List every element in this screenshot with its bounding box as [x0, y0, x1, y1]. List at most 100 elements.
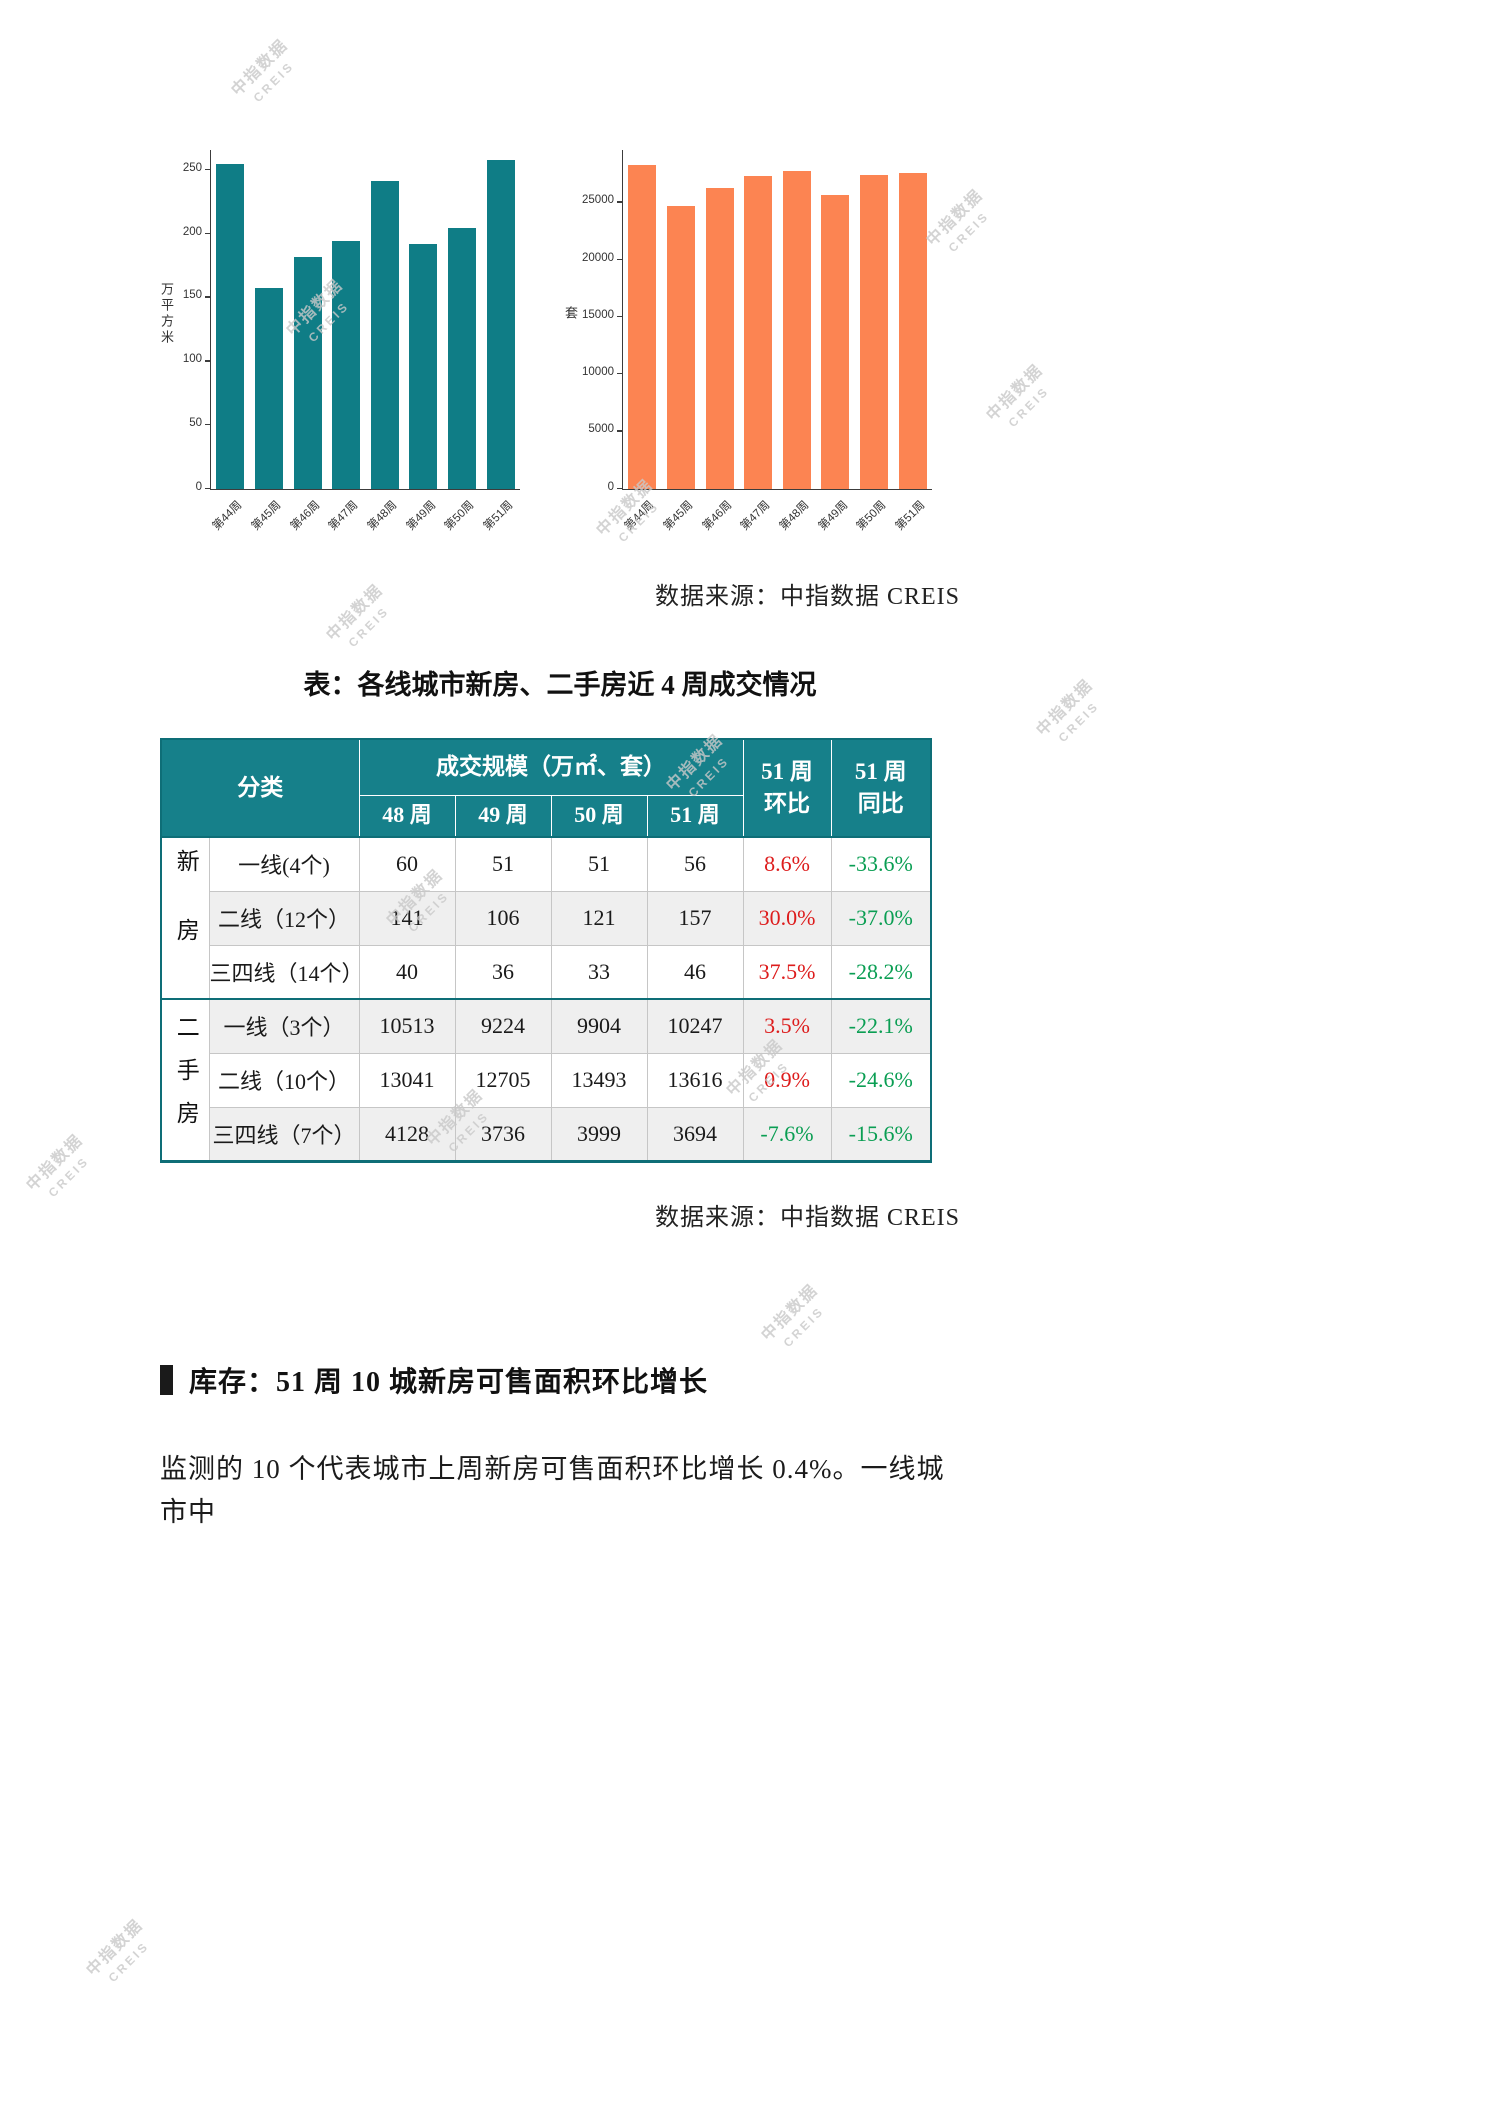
header-wow-line2: 环比 [764, 791, 810, 816]
watermark: 中指数据 CREIS [1033, 676, 1102, 745]
cell-category: 二线（12个） [208, 890, 360, 946]
bar-column: 第50周 [443, 150, 482, 533]
table-row-new-tier2: 二线（12个） 141 106 121 157 30.0% -37.0% [161, 890, 932, 946]
y-tick-label: 25000 [582, 194, 614, 207]
y-tick: 50 [189, 417, 211, 429]
bars-units: 第44周 第45周 第46周 第47周 第48周 第49周 第50周 第51周 [623, 150, 932, 533]
section-heading: 库存：51 周 10 城新房可售面积环比增长 [160, 1360, 960, 1400]
header-yoy-line1: 51 周 [854, 758, 907, 784]
cell-value: 36 [454, 944, 552, 1000]
cell-value: 106 [454, 890, 552, 946]
bar-第49周 [409, 244, 438, 489]
cell-wow: 0.9% [742, 1052, 832, 1108]
table-row-new-tier34: 三四线（14个） 40 36 33 46 37.5% -28.2% [161, 944, 932, 1000]
y-tick: 250 [183, 162, 211, 174]
y-tick-label: 5000 [588, 423, 614, 436]
header-week-49: 49 周 [454, 794, 552, 838]
transactions-table: 分类 成交规模（万㎡、套） 51 周 环比 51 周 同比 48 周 49 周 … [160, 738, 932, 1163]
header-yoy-line2: 同比 [857, 791, 904, 816]
cell-yoy: -28.2% [830, 944, 932, 1000]
y-tick-label: 0 [195, 480, 202, 493]
watermark: 中指数据 CREIS [83, 1916, 152, 1985]
bar-第48周 [370, 180, 399, 489]
cell-value: 60 [358, 836, 456, 892]
bar-第50周 [860, 175, 889, 489]
bar-column: 第45周 [662, 150, 701, 533]
cell-value: 56 [646, 836, 744, 892]
y-tick-label: 10000 [582, 366, 614, 379]
table-title: 表：各线城市新房、二手房近 4 周成交情况 [303, 670, 817, 700]
bar-第47周 [332, 240, 361, 489]
header-week-50: 50 周 [550, 794, 648, 838]
cell-yoy: -37.0% [830, 890, 932, 946]
y-tick-label: 15000 [582, 308, 614, 321]
bar-column: 第48周 [777, 150, 817, 533]
cell-wow: 8.6% [742, 836, 832, 892]
y-tick: 100 [183, 353, 211, 365]
bar-第46周 [705, 187, 734, 489]
cell-category: 三四线（14个） [208, 944, 364, 1000]
group-label-new-homes: 新房 [173, 849, 199, 987]
bar-column: 第49周 [816, 150, 855, 533]
bar-第44周 [628, 164, 657, 489]
group-label-used-homes: 二手房 [173, 1015, 199, 1145]
cell-value: 4128 [358, 1106, 456, 1162]
bar-column: 第50周 [855, 150, 894, 533]
bar-column: 第44周 [623, 150, 662, 533]
y-axis-label-floor-area: 万平方米 [159, 282, 174, 346]
bar-column: 第45周 [250, 150, 289, 533]
y-axis-label-units: 套 [563, 306, 578, 322]
plot-area-floor: 第44周 第45周 第46周 第47周 第48周 第49周 第50周 第51周 0 50 100 1… [183, 150, 520, 533]
bar-column: 第47周 [739, 150, 778, 533]
header-yoy: 51 周 同比 [830, 738, 932, 838]
cell-category: 二线（10个） [208, 1052, 360, 1108]
group-cell-new-homes: 新房 [160, 836, 210, 1000]
bar-column: 第51周 [481, 150, 520, 533]
header-scale: 成交规模（万㎡、套） [358, 738, 744, 796]
bar-column: 第46周 [288, 150, 327, 533]
bar-第45周 [666, 206, 695, 489]
bar-column: 第47周 [327, 150, 366, 533]
table-data-source: 数据来源：中指数据 CREIS [654, 1204, 960, 1231]
bar-第45周 [254, 287, 283, 489]
y-tick: 0 [196, 481, 211, 493]
bar-第48周 [782, 170, 811, 489]
bar-column: 第48周 [365, 150, 405, 533]
cell-value: 3999 [550, 1106, 648, 1162]
y-tick: 5000 [588, 423, 623, 435]
cell-value: 3736 [454, 1106, 552, 1162]
table-row-used-tier34: 三四线（7个） 4128 3736 3999 3694 -7.6% -15.6% [161, 1106, 932, 1162]
bar-column: 第46周 [700, 150, 739, 533]
header-wow: 51 周 环比 [742, 738, 832, 838]
y-tick: 200 [183, 226, 211, 238]
y-tick-label: 50 [189, 416, 202, 429]
cell-yoy: -22.1% [830, 998, 932, 1054]
cell-value: 10513 [358, 998, 456, 1054]
bar-第51周 [898, 172, 927, 489]
cell-value: 3694 [646, 1106, 744, 1162]
cell-value: 40 [358, 944, 456, 1000]
cell-wow: 3.5% [742, 998, 832, 1054]
cell-value: 13616 [646, 1052, 744, 1108]
cell-category: 三四线（7个） [208, 1106, 360, 1162]
cell-value: 46 [646, 944, 744, 1000]
section-title: 库存：51 周 10 城新房可售面积环比增长 [189, 1366, 709, 1398]
cell-value: 121 [550, 890, 648, 946]
watermark: 中指数据 CREIS [23, 1131, 92, 1200]
cell-category: 一线（3个） [208, 998, 360, 1054]
y-tick-label: 200 [182, 225, 202, 238]
bar-第49周 [821, 194, 850, 489]
cell-wow: 37.5% [742, 944, 832, 1000]
bar-column: 第51周 [893, 150, 932, 533]
cell-value: 51 [454, 836, 552, 892]
y-tick: 0 [608, 481, 623, 493]
bar-第47周 [744, 176, 773, 489]
y-tick: 15000 [582, 309, 623, 321]
cell-value: 12705 [454, 1052, 552, 1108]
table-row-used-tier2: 二线（10个） 13041 12705 13493 13616 0.9% -24… [161, 1052, 932, 1108]
cell-yoy: -15.6% [830, 1106, 932, 1162]
header-week-48: 48 周 [358, 794, 456, 838]
cell-category: 一线(4个) [208, 836, 360, 892]
cell-value: 13041 [358, 1052, 456, 1108]
